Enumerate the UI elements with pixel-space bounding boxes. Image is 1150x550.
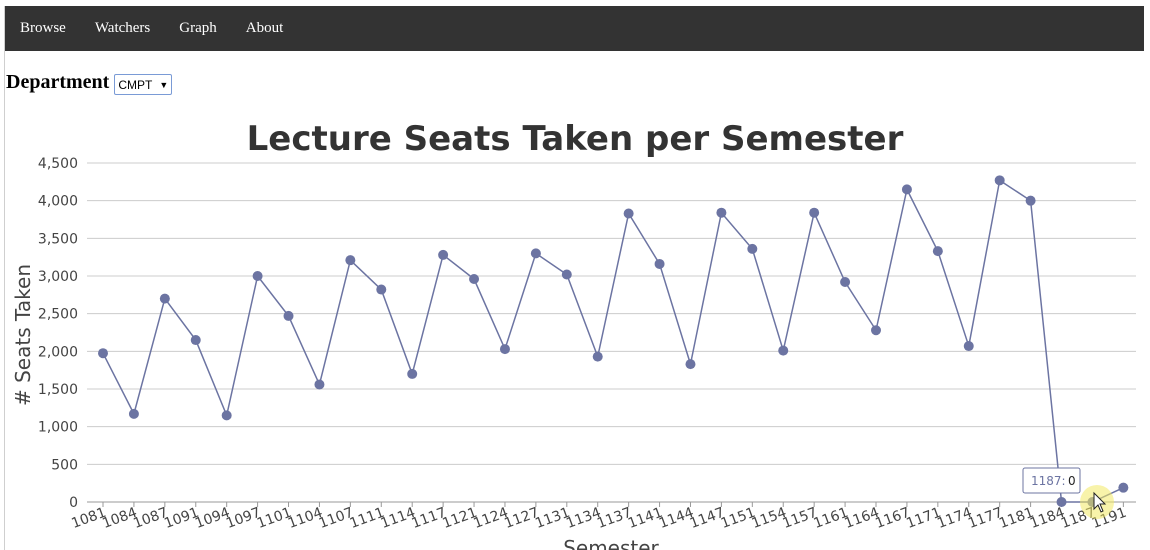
series-path — [102, 179, 1124, 503]
data-point[interactable] — [685, 359, 696, 370]
data-point[interactable] — [314, 379, 325, 390]
data-point[interactable] — [407, 368, 418, 379]
y-axis-label: # Seats Taken — [11, 264, 35, 406]
y-tick-label: 1,000 — [38, 420, 78, 436]
data-point[interactable] — [994, 175, 1005, 186]
y-tick-label: 2,500 — [38, 307, 78, 323]
data-point[interactable] — [592, 351, 603, 362]
department-selected-value: CMPT — [118, 77, 153, 92]
nav-watchers-link[interactable]: Watchers — [94, 20, 151, 36]
y-tick-label: 1,500 — [38, 382, 78, 398]
tooltip-value: 0 — [1068, 474, 1076, 488]
y-tick-label: 3,500 — [38, 231, 78, 247]
x-axis-label: Semester — [563, 536, 659, 550]
tooltip-label: 1187: — [1031, 474, 1066, 488]
data-point[interactable] — [963, 341, 974, 352]
department-select[interactable]: CMPT ▼ — [114, 74, 173, 95]
data-point[interactable] — [283, 310, 294, 321]
data-point[interactable] — [623, 208, 634, 219]
x-axis-ticks: 1081108410871091109410971101110411071111… — [69, 502, 1129, 532]
data-point[interactable] — [809, 207, 820, 218]
data-point[interactable] — [98, 348, 108, 359]
department-filter: Department CMPT ▼ — [6, 70, 173, 95]
seats-chart: Lecture Seats Taken per Semester 0 500 1,0… — [11, 119, 1136, 550]
chart-title: Lecture Seats Taken per Semester — [247, 119, 904, 159]
data-point[interactable] — [747, 243, 758, 254]
data-point[interactable] — [376, 284, 387, 295]
dropdown-arrow-icon: ▼ — [159, 79, 169, 90]
page-left-border — [4, 6, 5, 550]
data-point[interactable] — [221, 410, 232, 421]
data-point[interactable] — [190, 335, 201, 346]
data-point[interactable] — [159, 293, 170, 304]
data-point[interactable] — [1056, 497, 1067, 507]
data-point[interactable] — [716, 207, 727, 218]
mouse-cursor-icon — [1080, 485, 1114, 519]
y-tick-label: 0 — [69, 495, 78, 511]
chart-grid — [87, 162, 1136, 503]
y-tick-label: 2,000 — [38, 344, 78, 360]
department-label: Department — [6, 71, 110, 93]
nav-about-link[interactable]: About — [245, 20, 284, 36]
data-point[interactable] — [128, 408, 139, 419]
data-point[interactable] — [345, 255, 356, 266]
y-tick-label: 3,000 — [38, 269, 78, 285]
y-tick-label: 4,000 — [38, 194, 78, 210]
nav-browse-link[interactable]: Browse — [20, 20, 66, 36]
navbar: Browse Watchers Graph About — [5, 6, 1144, 51]
data-point[interactable] — [499, 344, 510, 355]
data-point[interactable] — [840, 277, 851, 288]
y-tick-label: 4,500 — [38, 156, 78, 172]
data-point[interactable] — [252, 271, 263, 281]
chart-tooltip: 1187: 0 — [1022, 467, 1081, 494]
data-point[interactable] — [561, 269, 572, 280]
series-line — [102, 179, 1124, 503]
data-point[interactable] — [871, 325, 881, 336]
data-point[interactable] — [469, 274, 480, 285]
y-tick-label: 500 — [51, 457, 78, 473]
data-point[interactable] — [654, 258, 665, 269]
data-point[interactable] — [901, 184, 912, 195]
y-axis-ticks: 0 500 1,000 1,500 2,000 2,500 3,000 3,500 4,000 4… — [38, 156, 78, 511]
tooltip-box — [1022, 467, 1081, 494]
series-points — [98, 175, 1129, 507]
data-point[interactable] — [1118, 482, 1129, 493]
nav-graph-link[interactable]: Graph — [179, 20, 217, 36]
data-point[interactable] — [530, 248, 541, 259]
data-point[interactable] — [778, 345, 789, 356]
data-point[interactable] — [438, 249, 449, 260]
data-point[interactable] — [1025, 195, 1036, 206]
data-point[interactable] — [932, 246, 943, 257]
